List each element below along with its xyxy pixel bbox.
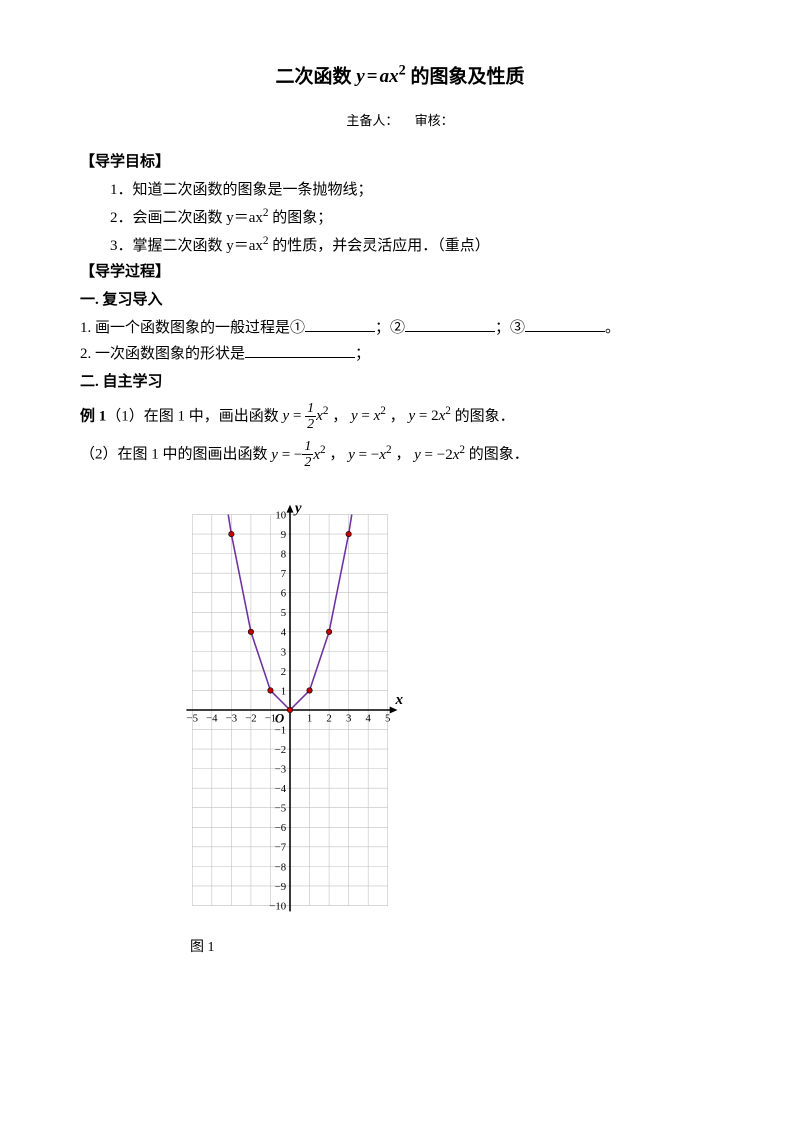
- svg-text:−9: −9: [275, 881, 286, 893]
- svg-text:−2: −2: [275, 744, 286, 756]
- byline: 主备人： 审核：: [80, 111, 720, 132]
- blank-input[interactable]: [245, 343, 355, 358]
- svg-text:−3: −3: [275, 764, 286, 776]
- svg-text:−8: −8: [275, 862, 286, 874]
- blank-input[interactable]: [405, 317, 495, 332]
- goals-item-2: 2．会画二次函数 y＝ax2 的图象；: [80, 204, 720, 230]
- svg-text:6: 6: [281, 588, 287, 600]
- example-1-part-1: 例 1（1）在图 1 中，画出函数 y = 12x2 ， y = x2 ， y …: [80, 402, 720, 432]
- review-q1: 1. 画一个函数图象的一般过程是①；②；③。: [80, 316, 720, 340]
- svg-text:2: 2: [281, 666, 286, 678]
- svg-text:1: 1: [307, 713, 312, 725]
- svg-text:−4: −4: [275, 783, 287, 795]
- goals-header: 【导学目标】: [80, 150, 720, 174]
- svg-text:4: 4: [365, 713, 371, 725]
- ex1-label: 例 1: [80, 408, 106, 424]
- svg-text:2: 2: [326, 713, 331, 725]
- svg-text:4: 4: [281, 627, 287, 639]
- svg-text:3: 3: [346, 713, 351, 725]
- svg-text:O: O: [275, 712, 284, 726]
- svg-text:7: 7: [281, 568, 287, 580]
- review-header: 一. 复习导入: [80, 288, 720, 312]
- page-title: 二次函数 y=ax2 的图象及性质: [80, 60, 720, 93]
- svg-text:−4: −4: [206, 713, 218, 725]
- graph-figure-1: −5−4−3−2−11234512345678910−1−2−3−4−5−6−7…: [130, 495, 720, 959]
- goals-item-1: 1．知道二次函数的图象是一条抛物线；: [80, 178, 720, 202]
- svg-text:−6: −6: [275, 822, 287, 834]
- svg-text:−1: −1: [275, 725, 286, 737]
- byline-review: 审核：: [415, 113, 454, 128]
- blank-input[interactable]: [525, 317, 605, 332]
- example-1-part-2: （2）在图 1 中的图画出函数 y = −12x2 ， y = −x2 ， y …: [80, 440, 720, 470]
- svg-text:x: x: [395, 692, 404, 708]
- svg-text:5: 5: [281, 607, 286, 619]
- svg-text:8: 8: [281, 549, 286, 561]
- svg-text:5: 5: [385, 713, 390, 725]
- svg-text:−10: −10: [269, 901, 286, 913]
- title-prefix: 二次函数: [276, 66, 352, 87]
- byline-prep: 主备人：: [346, 113, 398, 128]
- svg-text:−5: −5: [187, 713, 198, 725]
- review-q2: 2. 一次函数图象的形状是；: [80, 342, 720, 366]
- svg-text:−2: −2: [245, 713, 256, 725]
- svg-text:−7: −7: [275, 842, 287, 854]
- svg-text:y: y: [293, 501, 302, 517]
- svg-text:3: 3: [281, 647, 286, 659]
- svg-text:−3: −3: [226, 713, 237, 725]
- title-formula: y=ax2: [356, 66, 410, 87]
- svg-text:9: 9: [281, 529, 286, 541]
- title-suffix: 的图象及性质: [410, 66, 524, 87]
- self-header: 二. 自主学习: [80, 370, 720, 394]
- svg-text:10: 10: [275, 510, 286, 522]
- process-header: 【导学过程】: [80, 260, 720, 284]
- graph-caption: 图 1: [190, 937, 720, 959]
- svg-text:1: 1: [281, 686, 286, 698]
- goals-item-3: 3．掌握二次函数 y＝ax2 的性质，并会灵活应用．（重点）: [80, 232, 720, 258]
- svg-text:−5: −5: [275, 803, 286, 815]
- parabola-graph: −5−4−3−2−11234512345678910−1−2−3−4−5−6−7…: [130, 495, 450, 925]
- blank-input[interactable]: [305, 317, 375, 332]
